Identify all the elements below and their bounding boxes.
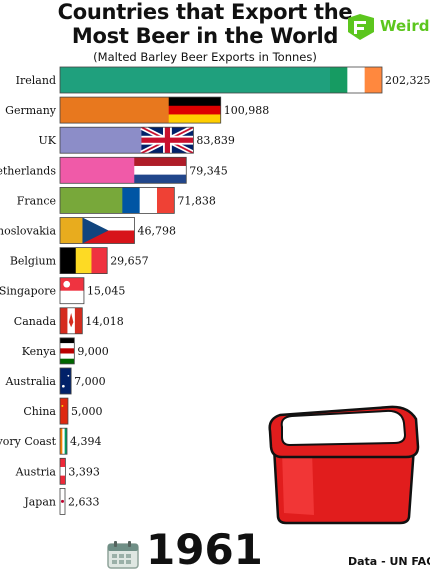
category-label: Singapore (0, 285, 56, 298)
bar-row-uk: UK 83,839 (39, 126, 235, 154)
bar-row-japan: Japan 2,633 (23, 487, 100, 515)
bar-row-ivory-coast: Ivory Coast 4,394 (0, 427, 102, 455)
flag-austria (60, 458, 66, 485)
flag-germany (168, 97, 221, 124)
category-label: UK (39, 134, 57, 147)
bar-row-germany: Germany 100,988 (5, 96, 270, 124)
flag-belgium (60, 247, 108, 274)
bar-outline (59, 217, 135, 244)
bar-outline (59, 367, 72, 395)
bar-outline (59, 156, 187, 184)
year-label: 1961 (146, 525, 263, 574)
value-label: 4,394 (70, 435, 102, 448)
category-label: Canada (14, 315, 57, 328)
category-label: Kenya (22, 345, 57, 358)
value-label: 100,988 (224, 104, 270, 117)
bar-outline (59, 457, 66, 485)
data-source: Data - UN FAO (348, 555, 430, 568)
weird-logo-icon (348, 14, 374, 40)
chart-title-line-1: Countries that Export the (57, 0, 353, 24)
bar-outline (59, 337, 75, 365)
flag-china (60, 398, 68, 425)
bar-outline (59, 247, 108, 275)
bar-row-austria: Austria 3,393 (15, 457, 100, 485)
bar-outline (59, 307, 83, 335)
category-label: France (17, 194, 56, 207)
logo-text: Weird (380, 17, 430, 35)
bar-outline (59, 96, 222, 124)
value-label: 14,018 (85, 315, 124, 328)
bar-row-czechoslovakia: choslovakia 46,798 (0, 217, 176, 244)
bar-row-australia: Australia 7,000 (4, 367, 106, 395)
bar-row-france: France 71,838 (17, 186, 216, 214)
category-label: China (23, 405, 56, 418)
bar (60, 67, 382, 93)
value-label: 46,798 (137, 225, 176, 238)
value-label: 3,393 (68, 465, 100, 478)
calendar-icon (107, 541, 139, 569)
chart-title: Countries that Export the Most Beer in t… (0, 0, 410, 48)
value-label: 9,000 (77, 345, 109, 358)
bar-row-belgium: Belgium 29,657 (10, 247, 149, 275)
chart-title-line-2: Most Beer in the World (71, 24, 339, 48)
category-label: Ireland (16, 74, 56, 87)
value-label: 83,839 (196, 134, 235, 147)
value-label: 29,657 (110, 255, 149, 268)
category-label: Germany (5, 104, 57, 117)
value-label: 7,000 (74, 375, 106, 388)
flag-japan (60, 488, 65, 515)
bar-row-netherlands: Netherlands 79,345 (0, 156, 228, 184)
value-label: 15,045 (87, 285, 126, 298)
bar-outline (59, 277, 85, 305)
category-label: choslovakia (0, 225, 56, 238)
category-label: Belgium (10, 255, 57, 268)
flag-uk (140, 127, 194, 154)
category-label: Austria (15, 465, 57, 478)
value-label: 79,345 (189, 164, 228, 177)
bar-outline (59, 126, 194, 154)
category-label: Netherlands (0, 164, 56, 177)
value-label: 71,838 (177, 194, 216, 207)
flag-australia (60, 368, 72, 394)
flag-singapore (60, 277, 84, 304)
flag-ivory-coast (60, 428, 67, 455)
chart-subtitle: (Malted Barley Beer Exports in Tonnes) (93, 50, 317, 64)
category-label: Ivory Coast (0, 435, 57, 448)
bar-outline (59, 427, 68, 455)
flag-france (122, 187, 175, 214)
cooler-icon (268, 405, 420, 525)
flag-canada (60, 307, 83, 334)
flag-czechoslovakia (82, 217, 135, 244)
bar-outline (59, 397, 69, 425)
bar-row-ireland: Ireland 202,325 (16, 66, 430, 94)
flag-netherlands (134, 157, 187, 184)
flag-kenya (60, 337, 75, 364)
bar-row-canada: Canada 14,018 (14, 307, 124, 335)
bar-row-kenya: Kenya 9,000 (22, 337, 109, 365)
value-label: 202,325 (385, 74, 430, 87)
bar-chart: Ireland 202,325 Germany 100,988 UK 83,839 Neth… (0, 66, 430, 515)
bar-row-china: China 5,000 (23, 397, 103, 425)
bar-row-singapore: Singapore 15,045 (0, 277, 126, 305)
bar-outline (59, 186, 175, 214)
bar-outline (59, 487, 66, 515)
category-label: Japan (23, 495, 56, 508)
value-label: 2,633 (68, 495, 100, 508)
bar-outline (59, 66, 383, 94)
flag-ireland (330, 67, 382, 93)
category-label: Australia (4, 375, 56, 388)
value-label: 5,000 (71, 405, 103, 418)
